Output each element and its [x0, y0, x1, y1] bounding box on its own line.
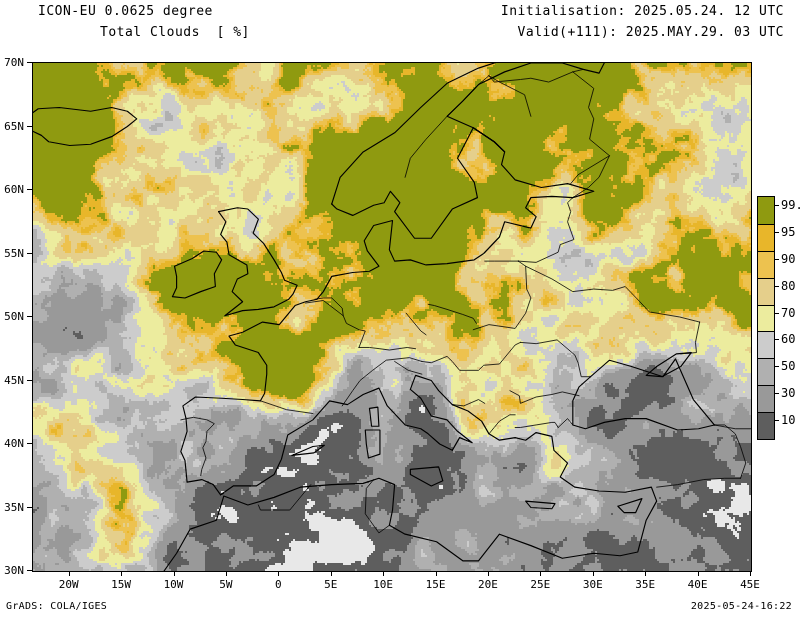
- colorbar-tick-label: 10: [781, 413, 796, 428]
- lon-tick-mark: [121, 571, 123, 576]
- lon-tick-mark: [383, 571, 385, 576]
- lat-tick-mark: [27, 62, 32, 63]
- colorbar-tick-mark: [774, 339, 779, 341]
- colorbar-tick-label: 50: [781, 359, 796, 374]
- lat-tick-label: 50N: [4, 310, 24, 323]
- lat-tick-label: 70N: [4, 56, 24, 69]
- colorbar-tick-mark: [774, 231, 779, 233]
- lat-tick-mark: [27, 443, 32, 444]
- model-title: ICON-EU 0.0625 degree: [38, 4, 213, 19]
- lat-tick-mark: [27, 316, 32, 317]
- colorbar-tick-label: 80: [781, 278, 796, 293]
- lon-tick-label: 0: [275, 578, 282, 591]
- lat-tick-label: 60N: [4, 183, 24, 196]
- lat-tick-mark: [27, 379, 32, 381]
- colorbar-tick-label: 60: [781, 332, 796, 347]
- lon-tick-label: 35E: [635, 578, 656, 591]
- lon-tick-label: 45E: [740, 578, 760, 591]
- lat-tick-mark: [27, 570, 32, 571]
- lon-tick-mark: [487, 571, 489, 576]
- lon-tick-label: 20W: [58, 578, 79, 591]
- lon-tick-mark: [750, 571, 751, 576]
- colorbar-segment: [758, 385, 774, 413]
- lon-tick-mark: [278, 571, 280, 576]
- cloud-cover-heatmap: [33, 63, 751, 571]
- initialisation-text: Initialisation: 2025.05.24. 12 UTC: [500, 4, 784, 19]
- valid-time-text: Valid(+111): 2025.MAY.29. 03 UTC: [517, 25, 784, 40]
- lon-tick-mark: [330, 571, 332, 576]
- lon-tick-label: 10W: [163, 578, 184, 591]
- colorbar-tick-mark: [774, 258, 779, 260]
- lat-tick-label: 30N: [4, 564, 24, 577]
- lon-tick-label: 40E: [687, 578, 708, 591]
- lat-tick-mark: [27, 189, 32, 190]
- lon-tick-label: 25E: [530, 578, 551, 591]
- colorbar-divider: [758, 331, 774, 333]
- grads-credit: GrADS: COLA/IGES: [6, 601, 108, 612]
- colorbar-segment: [758, 358, 774, 386]
- colorbar-tick-label: 95: [781, 224, 796, 239]
- lat-tick-mark: [27, 506, 32, 508]
- lon-tick-label: 30E: [582, 578, 603, 591]
- colorbar-segment: [758, 412, 774, 440]
- field-title: Total Clouds [ %]: [100, 25, 250, 40]
- colorbar: [757, 196, 775, 440]
- colorbar-divider: [758, 250, 774, 252]
- colorbar-tick-label: 99.5: [781, 198, 800, 212]
- header: ICON-EU 0.0625 degree Total Clouds [ %] …: [0, 0, 800, 55]
- lon-tick-mark: [540, 571, 542, 576]
- render-timestamp: 2025-05-24-16:22: [690, 601, 792, 612]
- lon-tick-label: 5E: [324, 578, 338, 591]
- colorbar-divider: [758, 223, 774, 225]
- colorbar-segment: [758, 304, 774, 332]
- lon-tick-label: 15E: [425, 578, 446, 591]
- lon-tick-label: 15W: [111, 578, 132, 591]
- lon-tick-label: 5W: [219, 578, 233, 591]
- lat-tick-mark: [27, 252, 32, 254]
- lat-tick-label: 35N: [4, 500, 24, 514]
- lon-tick-mark: [697, 571, 699, 576]
- map-plot-area: [32, 62, 752, 572]
- colorbar-segment: [758, 250, 774, 279]
- lat-tick-label: 45N: [4, 373, 24, 387]
- colorbar-tick-mark: [774, 393, 779, 395]
- colorbar-tick-label: 70: [781, 305, 796, 320]
- lon-tick-mark: [435, 571, 437, 576]
- colorbar-tick-mark: [774, 366, 779, 368]
- lon-tick-label: 10E: [373, 578, 394, 591]
- colorbar-segment: [758, 197, 774, 225]
- colorbar-divider: [758, 412, 774, 414]
- colorbar-tick-mark: [774, 312, 779, 314]
- colorbar-segment: [758, 223, 774, 252]
- colorbar-tick-mark: [774, 285, 779, 287]
- colorbar-divider: [758, 304, 774, 306]
- lon-tick-mark: [645, 571, 647, 576]
- lat-tick-label: 55N: [4, 246, 24, 260]
- colorbar-tick-label: 30: [781, 386, 796, 401]
- colorbar-divider: [758, 358, 774, 360]
- colorbar-segment: [758, 277, 774, 306]
- colorbar-segment: [758, 331, 774, 359]
- lon-tick-label: 20E: [478, 578, 498, 591]
- lat-tick-mark: [27, 125, 32, 127]
- lat-tick-label: 65N: [4, 119, 24, 133]
- lon-tick-mark: [173, 571, 175, 576]
- lon-tick-mark: [68, 571, 70, 576]
- lon-tick-mark: [225, 571, 227, 576]
- lon-tick-mark: [592, 571, 594, 576]
- colorbar-divider: [758, 385, 774, 387]
- colorbar-tick-label: 90: [781, 251, 796, 266]
- colorbar-tick-mark: [774, 420, 779, 422]
- colorbar-tick-mark: [774, 205, 779, 206]
- lat-tick-label: 40N: [4, 437, 24, 450]
- colorbar-divider: [758, 277, 774, 279]
